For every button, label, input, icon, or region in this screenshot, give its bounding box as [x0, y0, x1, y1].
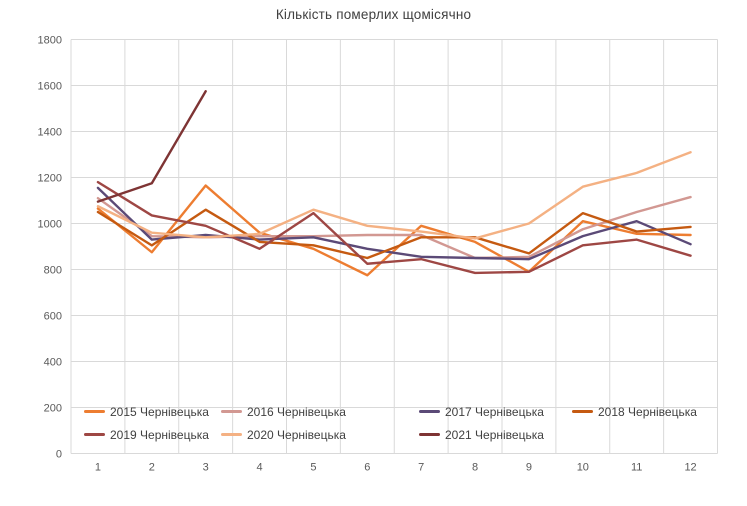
series-line-2021[interactable]: [96, 90, 207, 203]
legend-item-2018[interactable]: 2018 Чернівецька: [572, 405, 697, 419]
legend-item-2017[interactable]: 2017 Чернівецька: [419, 405, 572, 419]
legend-line-swatch-icon: [84, 410, 105, 413]
legend-item-label: 2016 Чернівецька: [247, 404, 346, 419]
legend-line-swatch-icon: [221, 433, 242, 436]
legend-line-swatch-icon: [419, 433, 440, 436]
legend-item-2019[interactable]: 2019 Чернівецька: [84, 428, 221, 442]
y-tick-label: 0: [56, 449, 62, 461]
y-tick-label: 1000: [38, 219, 62, 231]
series-line-2018[interactable]: [96, 208, 692, 260]
x-tick-label: 11: [631, 462, 642, 474]
y-tick-label: 1600: [38, 81, 62, 93]
y-tick-label: 1800: [38, 35, 62, 47]
x-tick-label: 1: [95, 462, 101, 474]
legend-item-label: 2017 Чернівецька: [445, 404, 544, 419]
legend-item-2021[interactable]: 2021 Чернівецька: [419, 428, 572, 442]
chart-legend: 2015 Чернівецька 2016 Чернівецька 2017 Чер…: [84, 400, 697, 446]
legend-item-2020[interactable]: 2020 Чернівецька: [221, 428, 419, 442]
series-line-2020[interactable]: [96, 150, 692, 240]
legend-line-swatch-icon: [221, 410, 242, 413]
x-tick-label: 5: [310, 462, 316, 474]
x-tick-label: 7: [418, 462, 424, 474]
series-line-2015[interactable]: [96, 184, 692, 277]
legend-item-2016[interactable]: 2016 Чернівецька: [221, 405, 419, 419]
legend-line-swatch-icon: [84, 433, 105, 436]
legend-row: 2015 Чернівецька 2016 Чернівецька 2017 Чер…: [84, 400, 697, 423]
x-tick-label: 8: [472, 462, 478, 474]
y-tick-label: 1400: [38, 127, 62, 139]
series-line-2019[interactable]: [96, 180, 692, 275]
legend-item-label: 2021 Чернівецька: [445, 427, 544, 442]
chart-title: Кількість померлих щомісячно: [275, 7, 472, 22]
legend-row: 2019 Чернівецька 2020 Чернівецька 2021 Чер…: [84, 423, 697, 446]
legend-line-swatch-icon: [572, 410, 593, 413]
y-tick-label: 800: [44, 265, 62, 277]
legend-item-label: 2020 Чернівецька: [247, 427, 346, 442]
y-tick-label: 1200: [38, 173, 62, 185]
legend-item-label: 2015 Чернівецька: [110, 404, 209, 419]
y-tick-label: 200: [44, 403, 62, 415]
legend-item-label: 2018 Чернівецька: [598, 404, 697, 419]
y-tick-label: 600: [44, 311, 62, 323]
legend-line-swatch-icon: [419, 410, 440, 413]
x-tick-label: 12: [684, 462, 696, 474]
x-tick-label: 4: [257, 462, 263, 474]
x-tick-label: 3: [203, 462, 209, 474]
x-tick-label: 2: [149, 462, 155, 474]
x-tick-label: 10: [577, 462, 589, 474]
legend-item-2015[interactable]: 2015 Чернівецька: [84, 405, 221, 419]
x-tick-label: 9: [526, 462, 532, 474]
y-tick-label: 400: [44, 357, 62, 369]
x-tick-label: 6: [364, 462, 370, 474]
legend-item-label: 2019 Чернівецька: [110, 427, 209, 442]
